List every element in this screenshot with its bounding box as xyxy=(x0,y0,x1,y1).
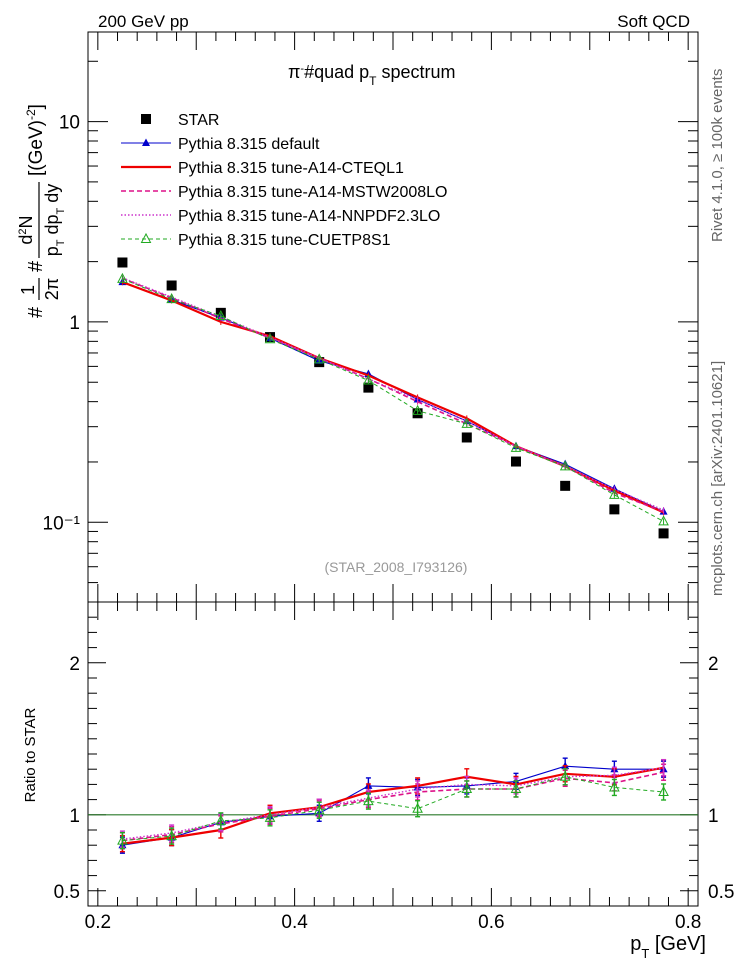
ratio-series-line xyxy=(122,767,664,840)
ratio-y-tick-label-right: 1 xyxy=(708,806,719,827)
svg-text:#: # xyxy=(25,260,47,272)
ratio-y-tick-label: 2 xyxy=(69,654,80,675)
analysis-watermark: (STAR_2008_I793126) xyxy=(325,559,468,575)
star-data-point xyxy=(166,280,177,291)
svg-text:d2N: d2N xyxy=(16,215,36,244)
main-series-point xyxy=(313,353,325,364)
ratio-series-point xyxy=(215,814,227,825)
x-tick-label: 0.8 xyxy=(675,912,701,933)
star-data-point xyxy=(560,480,571,491)
ratio-series-line xyxy=(122,766,664,845)
legend-label: Pythia 8.315 tune-A14-MSTW2008LO xyxy=(178,184,447,201)
ratio-series-point xyxy=(461,782,473,793)
main-series-point xyxy=(461,417,473,428)
ratio-series-point xyxy=(117,834,128,845)
main-title: π-#quad pT spectrum xyxy=(288,62,456,88)
ratio-series-line xyxy=(122,771,664,842)
svg-text:pT dpT dy: pT dpT dy xyxy=(42,184,67,257)
ratio-series-group xyxy=(117,757,669,854)
x-tick-label: 0.6 xyxy=(478,912,504,933)
star-data-point xyxy=(215,307,226,318)
x-tick-label: 0.4 xyxy=(281,912,308,933)
main-series-point xyxy=(117,272,128,283)
main-y-tick-label: 10 xyxy=(59,113,80,134)
main-series-line xyxy=(122,281,664,513)
legend-label: Pythia 8.315 tune-A14-CTEQL1 xyxy=(178,160,404,177)
svg-text:2π: 2π xyxy=(42,278,62,300)
ratio-series-point xyxy=(264,811,276,822)
legend-label: Pythia 8.315 tune-CUETP8S1 xyxy=(178,232,391,249)
svg-text:#: # xyxy=(25,306,47,318)
main-series-line xyxy=(122,277,664,511)
ratio-y-tick-label-right: 2 xyxy=(708,654,719,675)
header-left: 200 GeV pp xyxy=(98,12,189,31)
svg-text:1: 1 xyxy=(18,285,38,295)
main-series-point xyxy=(609,488,620,499)
main-series-line xyxy=(122,281,665,514)
main-y-tick-label: 10⁻¹ xyxy=(43,513,81,534)
legend-marker xyxy=(142,138,150,146)
ratio-series-point xyxy=(313,804,325,815)
main-series-point xyxy=(510,441,522,452)
main-series-group xyxy=(117,257,669,539)
star-data-point xyxy=(461,432,472,443)
main-y-tick-label: 1 xyxy=(69,313,80,334)
ratio-y-tick-label-right: 0.5 xyxy=(708,882,734,903)
star-data-point xyxy=(609,504,620,515)
side-label-rivet: Rivet 4.1.0, ≥ 100k events xyxy=(709,69,726,242)
ratio-series-point xyxy=(658,785,669,796)
main-series-point xyxy=(264,333,276,344)
ratio-series-line xyxy=(122,776,664,842)
svg-text:pT [GeV]: pT [GeV] xyxy=(630,933,706,961)
ratio-y-axis-label: Ratio to STAR xyxy=(22,707,39,802)
star-data-point xyxy=(658,528,669,539)
main-series-point xyxy=(166,293,177,304)
main-axis-ticks: 10⁻¹ 1 10 xyxy=(43,32,698,906)
main-series-point xyxy=(215,309,227,321)
legend-marker xyxy=(140,232,152,243)
star-data-point xyxy=(363,382,374,393)
star-data-point xyxy=(117,257,128,268)
ratio-y-tick-label: 0.5 xyxy=(54,882,80,903)
ratio-series-point xyxy=(559,770,571,781)
main-series-point xyxy=(363,374,374,385)
main-y-axis-label: # 1 2π # d2N pT dpT dy [(GeV)-2] xyxy=(16,104,67,318)
ratio-series-point xyxy=(363,795,374,806)
ratio-y-tick-label: 1 xyxy=(69,806,80,827)
legend-label: Pythia 8.315 tune-A14-NNPDF2.3LO xyxy=(178,208,440,225)
ratio-series-point xyxy=(166,830,177,841)
x-axis-label: pT [GeV] xyxy=(630,933,706,961)
legend-label: STAR xyxy=(178,112,219,129)
main-series-point xyxy=(559,460,571,471)
svg-text:[(GeV)-2]: [(GeV)-2] xyxy=(24,104,47,176)
main-series-line xyxy=(122,278,664,522)
legend: STAR Pythia 8.315 default Pythia 8.315 tun… xyxy=(121,112,447,249)
legend-marker xyxy=(141,114,151,124)
ratio-frame xyxy=(87,601,699,907)
side-label-mcplots: mcplots.cern.ch [arXiv:2401.10621] xyxy=(709,361,726,596)
header-right: Soft QCD xyxy=(617,12,690,31)
x-tick-label: 0.2 xyxy=(85,912,111,933)
svg-text:π-#quad pT spectrum: π-#quad pT spectrum xyxy=(288,62,456,88)
ratio-axis-ticks: 0.5 0.5 1 1 2 2 0.2 0.4 0.6 0.8 xyxy=(54,601,734,933)
ratio-series-point xyxy=(609,781,620,792)
ratio-series-point xyxy=(510,782,522,793)
star-data-point xyxy=(510,456,521,467)
main-series-point xyxy=(412,404,423,415)
ratio-series-point xyxy=(412,802,423,813)
legend-label: Pythia 8.315 default xyxy=(178,136,320,153)
main-series-point xyxy=(658,515,669,526)
